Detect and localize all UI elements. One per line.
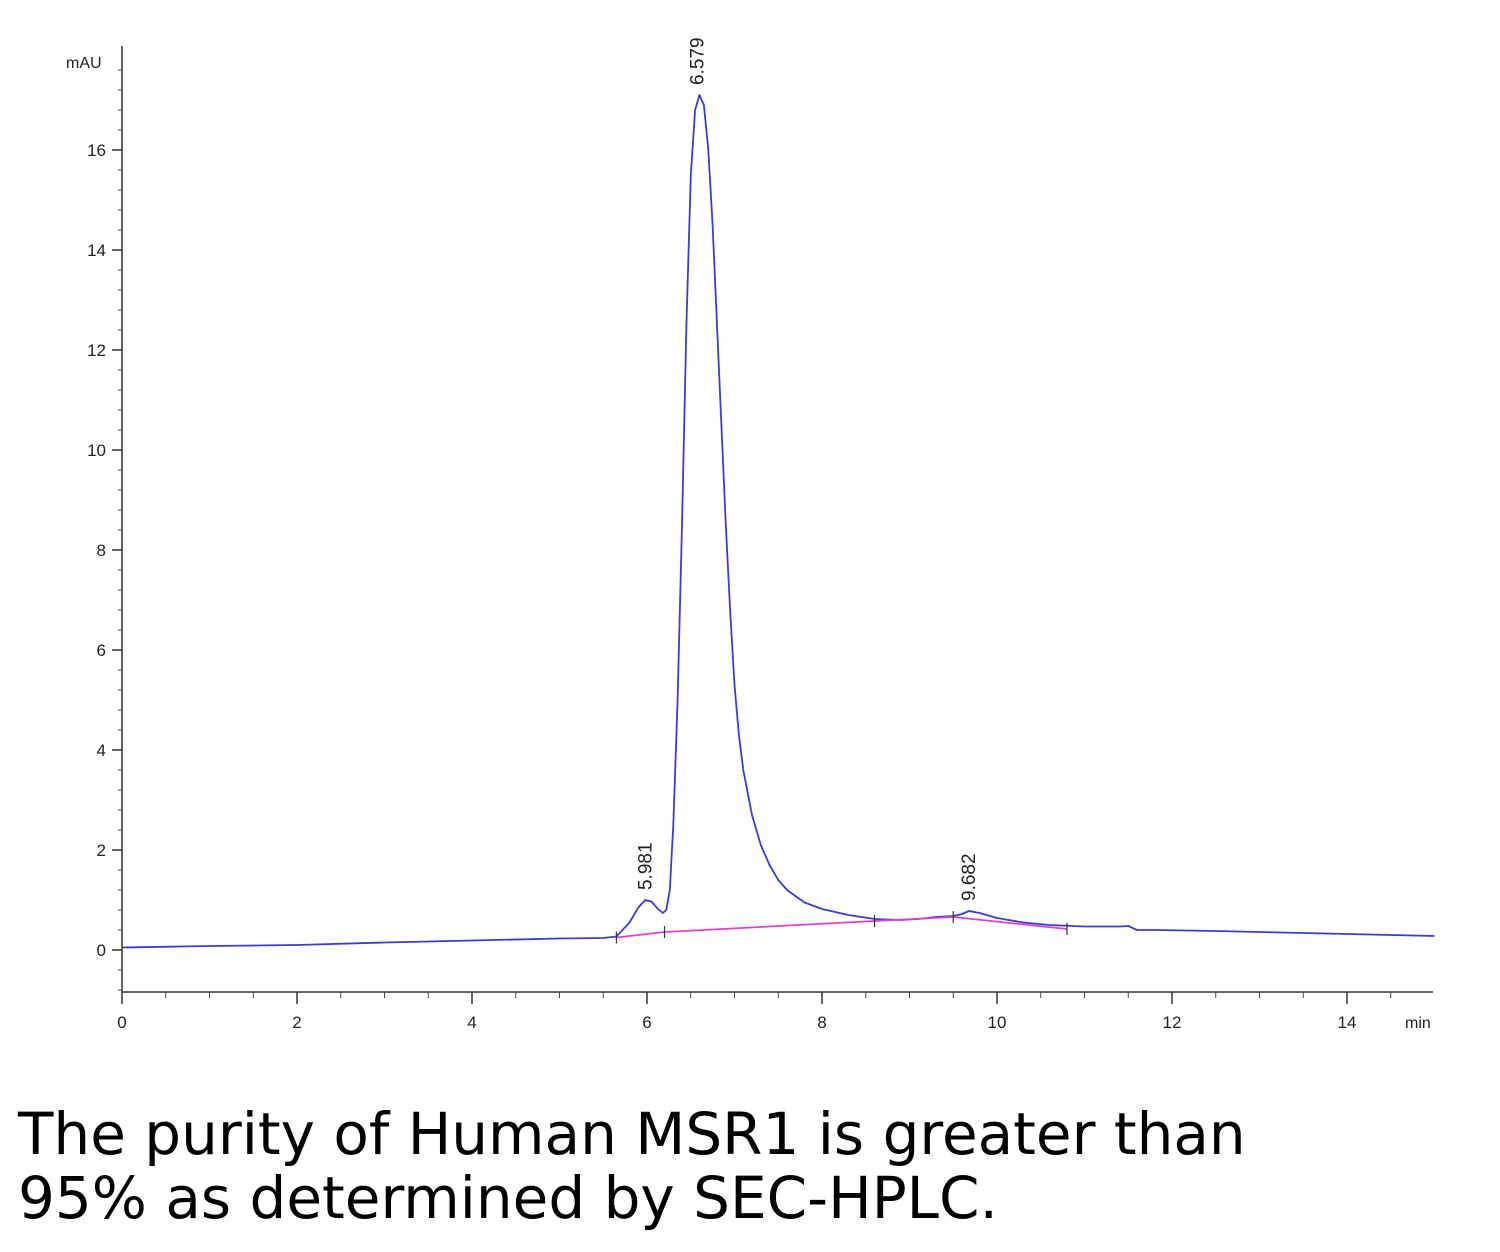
y-tick-label: 8 (97, 541, 106, 560)
x-tick-label: 14 (1338, 1013, 1357, 1032)
peak-label: 6.579 (688, 37, 709, 85)
peak-label: 9.682 (959, 853, 980, 901)
y-tick-label: 10 (87, 441, 106, 460)
x-axis-label: min (1405, 1015, 1431, 1032)
peak-labels: 5.981 6.579 9.682 (635, 37, 980, 901)
x-tick-label: 12 (1163, 1013, 1182, 1032)
caption-line-2: 95% as determined by SEC-HPLC. (18, 1164, 998, 1232)
x-tick-label: 0 (117, 1013, 126, 1032)
axis-ticks: 0 2 4 6 8 10 12 14 16 0 2 4 6 8 10 12 14 (87, 69, 1392, 1032)
y-tick-label: 16 (87, 141, 106, 160)
y-axis-label: mAU (66, 55, 102, 72)
y-tick-label: 12 (87, 341, 106, 360)
baseline-integration-line (616, 916, 1068, 939)
chromatogram-chart: mAU min 0 2 4 6 8 10 12 14 16 0 2 4 6 8 10 12 14 5.981 6.… (66, 37, 1435, 1032)
y-tick-label: 2 (97, 841, 106, 860)
caption-line-1: The purity of Human MSR1 is greater than (18, 1100, 1246, 1168)
y-tick-label: 0 (97, 941, 106, 960)
x-tick-label: 2 (292, 1013, 301, 1032)
caption: The purity of Human MSR1 is greater than… (18, 1102, 1478, 1230)
y-tick-label: 4 (97, 741, 106, 760)
x-tick-label: 4 (467, 1013, 476, 1032)
x-tick-label: 6 (642, 1013, 651, 1032)
y-tick-label: 6 (97, 641, 106, 660)
y-tick-label: 14 (87, 241, 106, 260)
x-tick-label: 8 (817, 1013, 826, 1032)
series-group (121, 94, 1435, 949)
signal-trace-line (121, 94, 1435, 949)
peak-label: 5.981 (635, 842, 656, 890)
x-tick-label: 10 (988, 1013, 1007, 1032)
